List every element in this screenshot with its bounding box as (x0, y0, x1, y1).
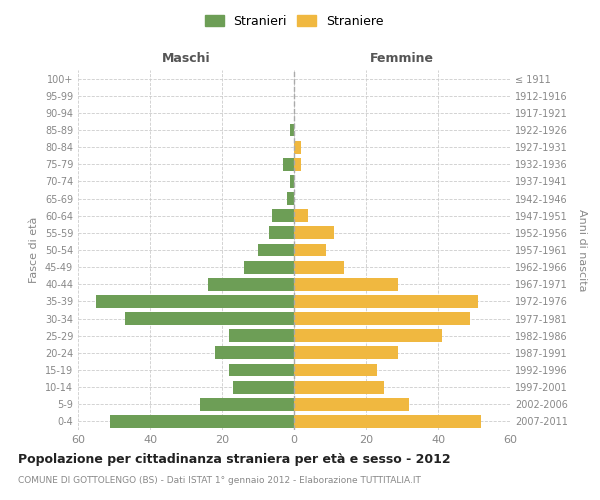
Bar (269, 226, 294, 239)
Y-axis label: Anni di nascita: Anni di nascita (577, 209, 587, 291)
Bar (290, 175, 294, 188)
Bar (244, 260, 294, 274)
Bar (290, 124, 294, 136)
Bar (294, 210, 308, 222)
Text: COMUNE DI GOTTOLENGO (BS) - Dati ISTAT 1° gennaio 2012 - Elaborazione TUTTITALIA: COMUNE DI GOTTOLENGO (BS) - Dati ISTAT 1… (18, 476, 421, 485)
Bar (294, 380, 384, 394)
Bar (294, 312, 470, 325)
Bar (294, 295, 478, 308)
Text: Popolazione per cittadinanza straniera per età e sesso - 2012: Popolazione per cittadinanza straniera p… (18, 452, 451, 466)
Bar (294, 260, 344, 274)
Bar (294, 398, 409, 410)
Bar (110, 415, 294, 428)
Bar (272, 210, 294, 222)
Legend: Stranieri, Straniere: Stranieri, Straniere (201, 11, 387, 32)
Bar (287, 192, 294, 205)
Bar (96, 295, 294, 308)
Bar (294, 278, 398, 290)
Bar (229, 364, 294, 376)
Bar (294, 330, 442, 342)
Bar (233, 380, 294, 394)
Text: Femmine: Femmine (370, 52, 434, 65)
Bar (283, 158, 294, 170)
Bar (294, 226, 334, 239)
Bar (294, 140, 301, 153)
Bar (294, 244, 326, 256)
Y-axis label: Fasce di età: Fasce di età (29, 217, 39, 283)
Bar (215, 346, 294, 360)
Bar (208, 278, 294, 290)
Bar (294, 364, 377, 376)
Bar (258, 244, 294, 256)
Bar (200, 398, 294, 410)
Bar (125, 312, 294, 325)
Bar (294, 415, 481, 428)
Text: Maschi: Maschi (161, 52, 211, 65)
Bar (229, 330, 294, 342)
Bar (294, 158, 301, 170)
Bar (294, 346, 398, 360)
